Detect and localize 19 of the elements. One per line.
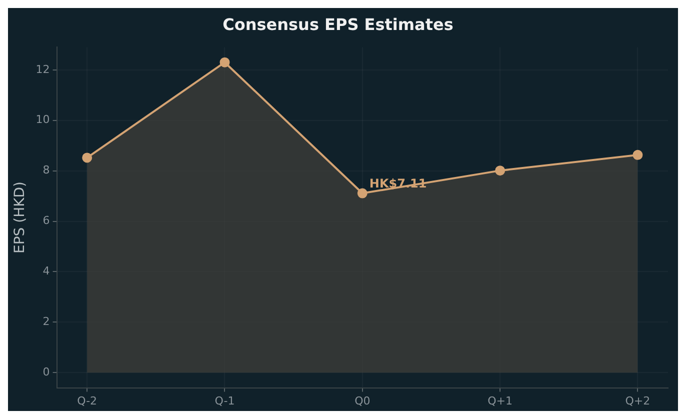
chart-title: Consensus EPS Estimates [222, 14, 454, 34]
x-tick-label: Q-2 [77, 394, 98, 408]
y-axis-title: EPS (HKD) [12, 181, 28, 254]
point [495, 166, 506, 176]
x-tick-label: Q0 [354, 394, 370, 408]
y-tick-label: 6 [42, 214, 50, 228]
y-tick-label: 0 [42, 366, 50, 379]
y-tick-label: 12 [36, 62, 50, 76]
point [82, 152, 92, 163]
point [357, 188, 368, 198]
y-tick-label: 10 [36, 113, 50, 126]
x-tick-label: Q+1 [488, 394, 512, 408]
point [220, 57, 230, 68]
y-tick-label: 8 [42, 164, 50, 177]
point [632, 150, 643, 160]
x-tick-label: Q-1 [214, 394, 235, 408]
y-tick-label: 2 [42, 315, 50, 328]
y-tick-label: 4 [42, 264, 50, 278]
x-tick-label: Q+2 [625, 394, 650, 408]
